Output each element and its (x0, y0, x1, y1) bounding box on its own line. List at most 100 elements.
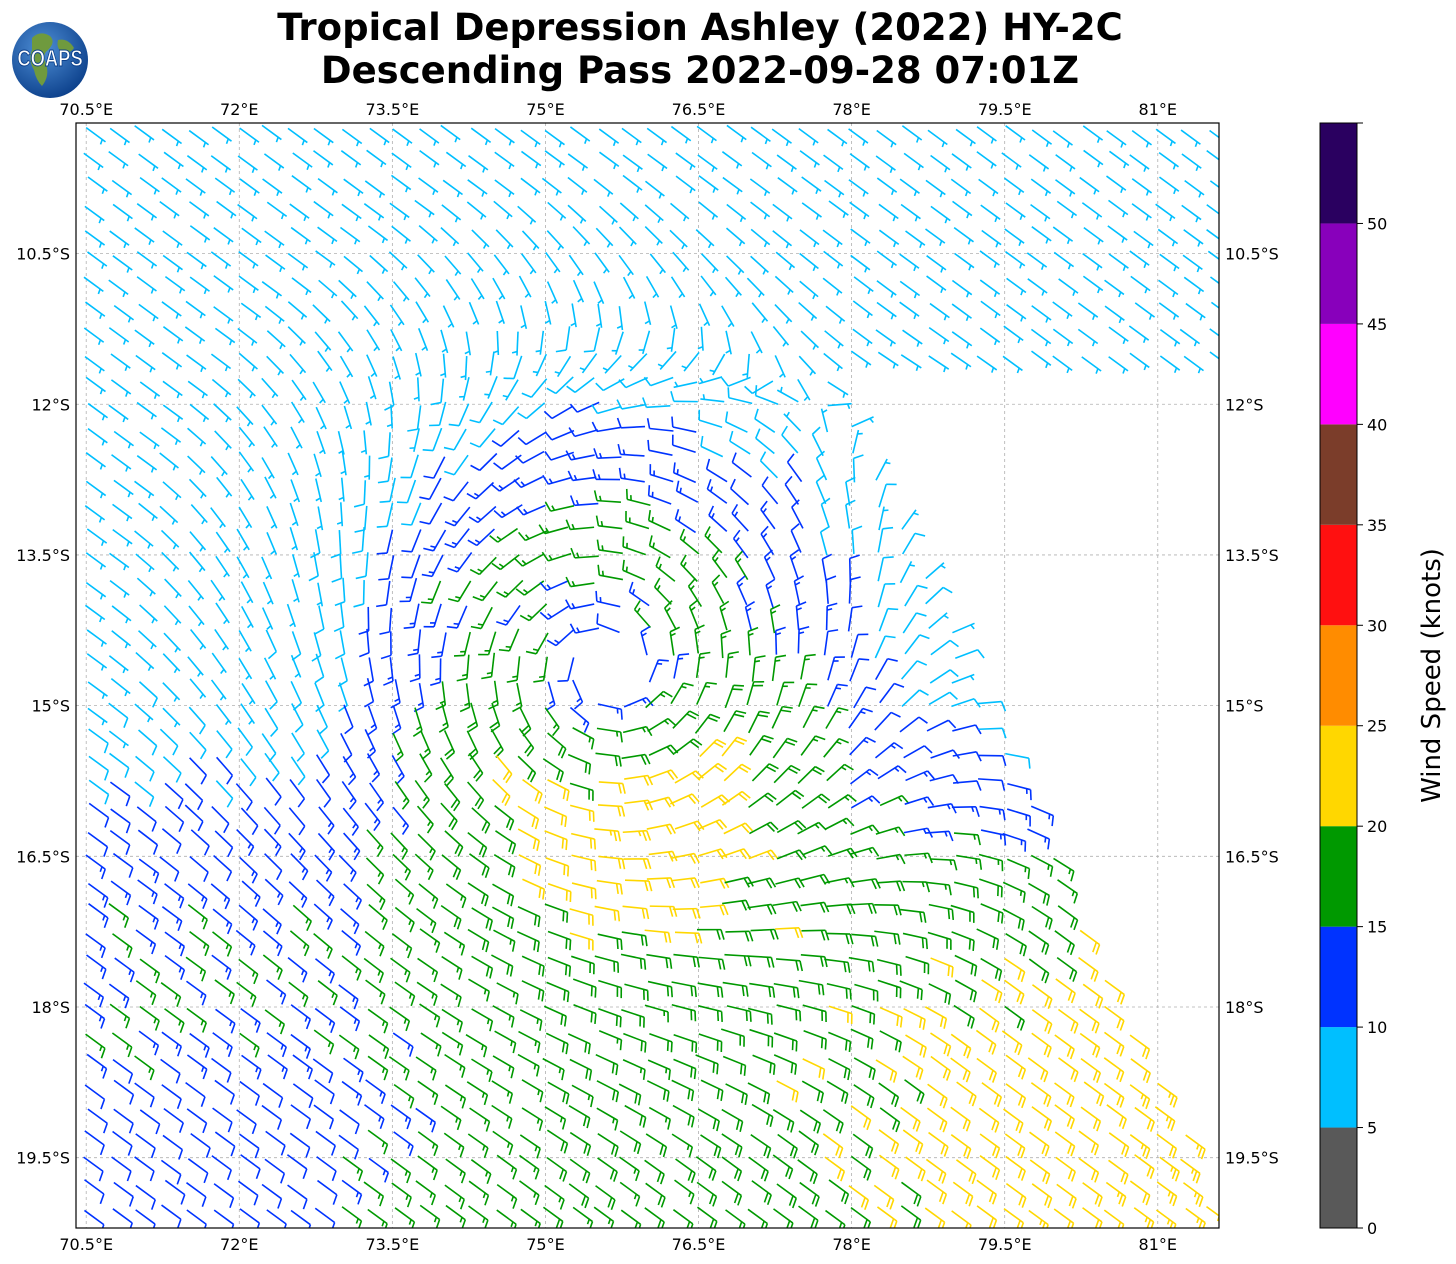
wind-barb (112, 933, 133, 959)
wind-barb (525, 632, 549, 655)
wind-barb (624, 983, 649, 1001)
wind-barb (1182, 254, 1203, 273)
wind-barb (110, 379, 132, 397)
wind-barb (216, 476, 233, 498)
wind-barb (1107, 225, 1128, 243)
wind-barb (597, 933, 623, 950)
wind-barb (719, 600, 730, 631)
wind-barb (391, 152, 412, 171)
wind-barb (520, 1208, 541, 1228)
wind-barb (391, 705, 402, 735)
wind-barb (262, 954, 283, 980)
wind-barb (238, 506, 253, 529)
wind-barb (495, 830, 517, 855)
wind-barb (569, 623, 600, 634)
wind-barb (853, 1084, 875, 1109)
wind-barb (494, 805, 515, 831)
wind-barb (901, 125, 923, 143)
wind-barb (781, 425, 799, 454)
wind-barb (1158, 151, 1179, 170)
wind-barb (657, 350, 677, 370)
wind-barb (188, 478, 207, 499)
wind-barb (674, 1179, 695, 1205)
wind-barb (518, 854, 542, 876)
wind-barb (161, 128, 183, 147)
wind-barb (341, 780, 357, 810)
wind-barb (827, 128, 848, 147)
wind-barb (265, 1130, 286, 1156)
wind-barb (542, 1206, 564, 1228)
wind-barb (820, 497, 831, 528)
wind-barb (481, 652, 496, 680)
wind-barb (672, 462, 697, 484)
wind-barb (772, 900, 802, 912)
wind-barb (852, 328, 873, 347)
wind-barb (266, 1032, 287, 1058)
wind-barb (747, 1208, 769, 1228)
wind-barb (721, 1133, 743, 1158)
wind-barb (698, 175, 719, 193)
wind-barb (315, 879, 335, 907)
wind-barb (113, 1108, 134, 1134)
wind-barb (771, 705, 793, 729)
wind-barb (951, 153, 972, 171)
wind-barb (978, 178, 999, 197)
wind-barb (447, 580, 472, 603)
wind-barb (879, 1030, 902, 1053)
wind-barb (467, 702, 479, 733)
wind-barb (187, 656, 204, 677)
wind-barb (215, 555, 230, 578)
wind-barb (698, 376, 723, 385)
wind-barb (467, 528, 495, 547)
lat-tick-label-left: 13.5°S (16, 546, 70, 565)
wind-barb (619, 202, 639, 222)
wind-barb (825, 877, 855, 888)
wind-barb (790, 523, 802, 553)
wind-barb (618, 254, 634, 277)
wind-barb (419, 128, 440, 146)
wind-barb (776, 1080, 799, 1103)
wind-barb (1130, 1058, 1151, 1084)
wind-barb (826, 683, 848, 707)
wind-barb (824, 958, 851, 973)
wind-barb (544, 1184, 565, 1210)
wind-barb (317, 980, 338, 1006)
lon-tick-label-bottom: 75°E (526, 1235, 564, 1254)
logo-text: COAPS (17, 46, 82, 71)
wind-barb (688, 599, 700, 630)
wind-barb (308, 552, 319, 582)
wind-barb (773, 982, 800, 999)
wind-barb (672, 1209, 694, 1228)
wind-barb (899, 253, 920, 272)
wind-barb (876, 958, 902, 976)
wind-barb (823, 250, 844, 269)
wind-barb (162, 326, 184, 344)
wind-barb (1103, 1031, 1125, 1057)
wind-barb (185, 1082, 206, 1107)
wind-barb (567, 153, 589, 171)
wind-barb (111, 1032, 133, 1058)
wind-barb (726, 1005, 752, 1022)
wind-barb (899, 280, 921, 299)
wind-barb (726, 255, 745, 275)
wind-barb (1004, 979, 1025, 1005)
wind-barb (927, 1083, 948, 1109)
wind-barb (238, 275, 259, 294)
wind-barb (573, 1003, 597, 1025)
wind-barb (492, 406, 520, 426)
wind-barb (572, 279, 585, 303)
wind-barb (113, 304, 135, 323)
wind-barb (848, 707, 873, 729)
wind-barb (417, 254, 435, 275)
wind-barb (900, 1205, 922, 1228)
wind-barb (87, 707, 108, 726)
wind-barb (318, 279, 338, 299)
wind-barb (646, 953, 673, 969)
wind-barb (314, 1207, 336, 1228)
wind-barb (801, 202, 822, 220)
wind-barb (643, 301, 652, 326)
wind-barb (108, 279, 129, 298)
wind-barb (211, 1155, 232, 1181)
wind-barb (695, 1156, 717, 1181)
wind-barb (928, 691, 958, 706)
